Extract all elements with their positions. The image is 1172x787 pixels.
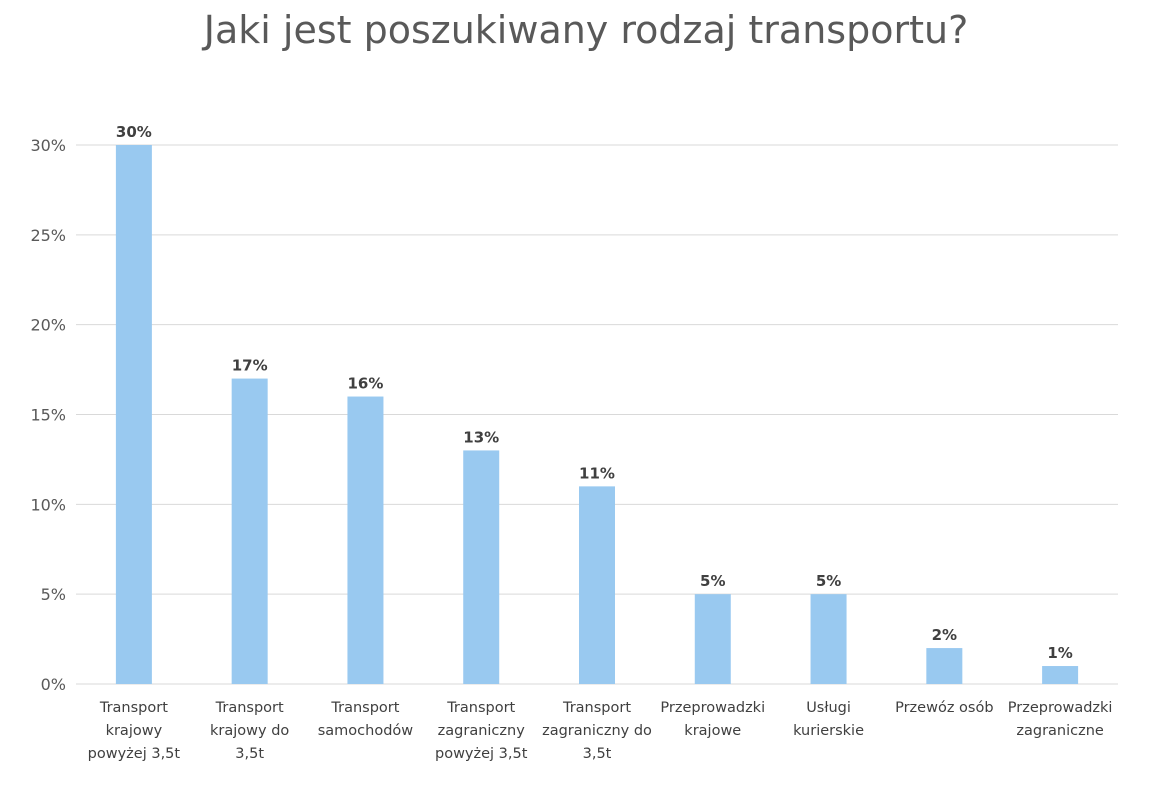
x-tick-label: Przeprowadzki krajowe bbox=[660, 700, 765, 739]
data-label: 5% bbox=[816, 572, 841, 590]
y-tick-label: 0% bbox=[41, 675, 66, 694]
y-tick-label: 25% bbox=[30, 226, 66, 245]
data-label: 5% bbox=[700, 572, 725, 590]
bars bbox=[115, 145, 1079, 684]
y-axis-ticks: 0% 5% 10% 15% 20% 25% 30% bbox=[30, 136, 66, 694]
data-label: 16% bbox=[347, 375, 383, 393]
x-tick-label: Transport samochodów bbox=[318, 700, 414, 739]
bar bbox=[463, 450, 500, 684]
bar bbox=[347, 396, 384, 684]
data-labels: 30% 17% 16% 13% 11% 5% 5% 2% 1% bbox=[116, 123, 1073, 662]
bar bbox=[579, 486, 615, 684]
y-tick-label: 5% bbox=[41, 585, 66, 604]
data-label: 11% bbox=[579, 464, 615, 482]
y-tick-label: 15% bbox=[30, 406, 66, 425]
chart-title: Jaki jest poszukiwany rodzaj transportu? bbox=[203, 8, 969, 52]
bar bbox=[1042, 666, 1079, 684]
x-axis-labels: Transport krajowy powyżej 3,5t Transport kra… bbox=[88, 700, 1113, 762]
data-label: 17% bbox=[232, 357, 268, 375]
data-label: 13% bbox=[463, 428, 499, 446]
y-tick-label: 10% bbox=[30, 495, 66, 514]
x-tick-label: Usługi kurierskie bbox=[793, 700, 864, 739]
y-tick-label: 20% bbox=[30, 316, 66, 335]
x-tick-label: Transport zagraniczny powyżej 3,5t bbox=[435, 700, 528, 762]
x-tick-label: Transport krajowy powyżej 3,5t bbox=[88, 700, 181, 762]
bar bbox=[231, 378, 268, 684]
data-label: 30% bbox=[116, 123, 152, 141]
x-tick-label: Przeprowadzki zagraniczne bbox=[1008, 700, 1113, 739]
bar bbox=[115, 145, 152, 684]
data-label: 1% bbox=[1047, 644, 1072, 662]
data-label: 2% bbox=[932, 626, 957, 644]
y-tick-label: 30% bbox=[30, 136, 66, 155]
bar bbox=[926, 648, 963, 684]
x-tick-label: Transport krajowy do 3,5t bbox=[210, 700, 289, 762]
x-tick-label: Transport zagraniczny do 3,5t bbox=[542, 700, 652, 762]
x-tick-label: Przewóz osób bbox=[895, 700, 993, 716]
bar bbox=[810, 594, 847, 684]
bar bbox=[694, 594, 731, 684]
